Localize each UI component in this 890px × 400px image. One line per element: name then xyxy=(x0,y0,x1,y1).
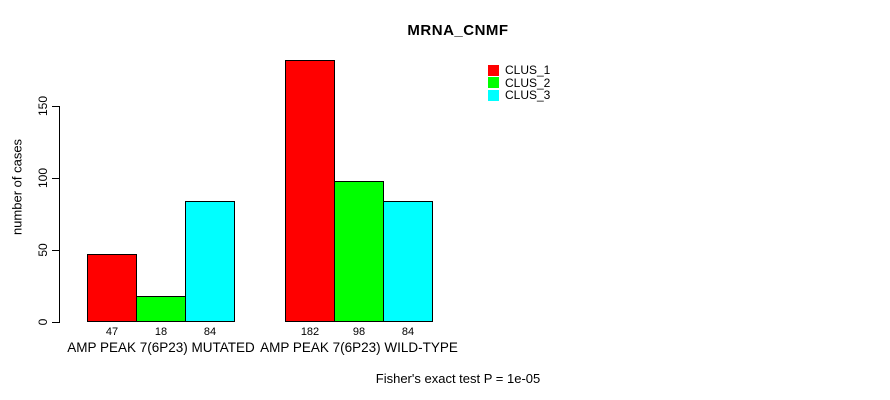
y-tick-label: 100 xyxy=(36,167,50,189)
bar-value-label: 84 xyxy=(401,326,415,338)
bar-clus_2-group2 xyxy=(334,181,384,322)
legend-swatch-clus_1 xyxy=(488,64,499,76)
y-tick-mark xyxy=(52,322,59,323)
y-tick-label: 50 xyxy=(36,243,50,257)
y-tick-label: 0 xyxy=(36,318,50,326)
y-tick-mark xyxy=(52,178,59,179)
bar-clus_1-group2 xyxy=(285,60,335,322)
legend-row: CLUS_1 xyxy=(488,63,551,78)
bar-clus_3-group1 xyxy=(185,201,235,322)
bar-clus_1-group1 xyxy=(87,254,137,322)
legend-label: CLUS_3 xyxy=(505,88,551,103)
chart-title: MRNA_CNMF xyxy=(407,22,509,39)
legend-label: CLUS_2 xyxy=(505,75,551,90)
legend-label: CLUS_1 xyxy=(505,63,551,78)
bar-clus_3-group2 xyxy=(383,201,433,322)
legend-row: CLUS_3 xyxy=(488,88,551,103)
legend: CLUS_1 CLUS_2 CLUS_3 xyxy=(488,63,551,103)
y-tick-mark xyxy=(52,106,59,107)
bar-value-label: 18 xyxy=(154,326,168,338)
y-tick-label: 150 xyxy=(36,95,50,117)
legend-row: CLUS_2 xyxy=(488,75,551,90)
bar-value-label: 47 xyxy=(105,326,119,338)
y-tick-mark xyxy=(52,250,59,251)
category-label: AMP PEAK 7(6P23) WILD-TYPE xyxy=(260,340,458,355)
y-axis-line xyxy=(59,106,60,323)
footer-note: Fisher's exact test P = 1e-05 xyxy=(375,371,541,386)
bar-clus_2-group1 xyxy=(136,296,186,322)
y-axis-title: number of cases xyxy=(9,138,25,236)
legend-swatch-clus_3 xyxy=(488,89,499,101)
bar-value-label: 98 xyxy=(352,326,366,338)
category-label: AMP PEAK 7(6P23) MUTATED xyxy=(67,340,255,355)
bar-value-label: 182 xyxy=(300,326,320,338)
bar-value-label: 84 xyxy=(203,326,217,338)
legend-swatch-clus_2 xyxy=(488,77,499,89)
